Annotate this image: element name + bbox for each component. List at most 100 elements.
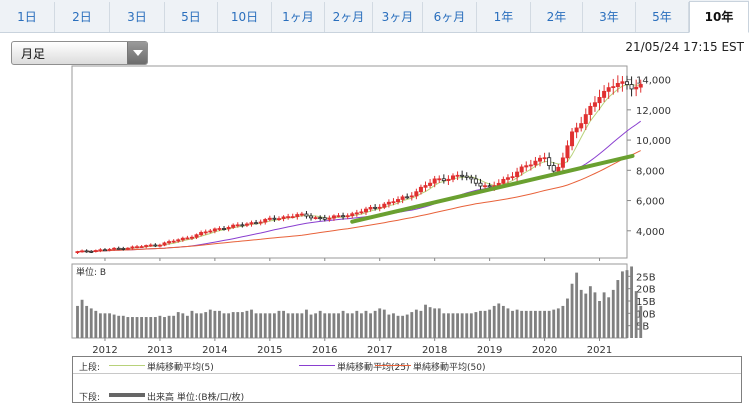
volume-bar <box>172 315 176 338</box>
candle-body <box>189 236 194 239</box>
candle-body <box>560 157 565 168</box>
tab-5[interactable]: 10日 <box>218 2 272 32</box>
candle-body <box>139 246 144 248</box>
chart-area: 4,000 6,000 8,000 10,000 12,000 14,000 5B 10B 15… <box>0 62 749 407</box>
volume-bar <box>428 307 432 338</box>
candle-body <box>286 216 291 219</box>
volume-bar <box>561 305 565 338</box>
candle-body <box>547 157 552 166</box>
volume-bar <box>588 286 592 338</box>
candle-body <box>597 97 602 104</box>
volume-bar <box>524 310 528 338</box>
candle-body <box>464 175 469 178</box>
legend-lower-row: 下段: 出来高 単位:(B株/口/枚) <box>73 388 741 404</box>
candle-body <box>405 196 410 199</box>
candle-body <box>327 217 332 220</box>
volume-bar <box>236 312 240 338</box>
volume-bar <box>566 298 569 338</box>
volume-bar <box>140 317 144 338</box>
volume-bar <box>121 315 125 338</box>
candle-body <box>473 178 478 184</box>
candle-body <box>377 206 382 209</box>
tab-9[interactable]: 6ヶ月 <box>423 2 477 32</box>
candle-body <box>391 201 396 204</box>
tab-10[interactable]: 1年 <box>477 2 531 32</box>
candle-body <box>231 224 236 228</box>
volume-bar <box>414 309 418 338</box>
volume-bar <box>250 309 253 338</box>
candle-body <box>515 171 520 178</box>
volume-bar <box>593 292 597 338</box>
volume-bar <box>112 314 116 338</box>
volume-bar <box>625 270 629 338</box>
volume-bar <box>616 280 620 338</box>
x-tick-label: 2018 <box>422 345 447 356</box>
dropdown-button[interactable] <box>127 42 147 64</box>
volume-bar <box>286 313 290 338</box>
candle-body <box>341 215 346 218</box>
tab-4[interactable]: 5日 <box>165 2 218 32</box>
candle-body <box>446 178 451 181</box>
volume-bar <box>492 305 496 338</box>
volume-bar <box>359 313 363 338</box>
volume-bar <box>176 312 180 338</box>
volume-bar <box>387 314 391 338</box>
candle-body <box>304 213 309 217</box>
candle-body <box>130 246 135 249</box>
volume-bar <box>369 313 372 338</box>
candle-body <box>524 165 529 168</box>
volume-bar <box>552 309 556 338</box>
tab-13[interactable]: 5年 <box>636 2 689 32</box>
candle-body <box>235 224 240 227</box>
volume-bar <box>149 317 153 338</box>
candle-body <box>624 81 630 85</box>
volume-bar <box>611 289 615 338</box>
volume-bar <box>456 313 459 338</box>
legend-ma50: 単純移動平均(50) <box>413 363 486 373</box>
tab-2[interactable]: 2日 <box>55 2 110 32</box>
tab-7[interactable]: 2ヶ月 <box>325 2 373 32</box>
candle-body <box>510 176 515 179</box>
candle-body <box>121 248 126 250</box>
volume-tick-label: 5B <box>636 322 649 333</box>
volume-bar <box>218 310 221 338</box>
candle-body <box>185 237 190 240</box>
candle-body <box>249 222 254 225</box>
candle-body <box>629 84 634 90</box>
candle-body <box>542 157 547 160</box>
x-tick-label: 2013 <box>147 345 172 356</box>
tab-1[interactable]: 1日 <box>0 2 55 32</box>
volume-bar <box>153 317 157 338</box>
volume-bar <box>364 310 368 338</box>
volume-bar <box>222 313 226 338</box>
tab-14[interactable]: 10年 <box>689 1 749 33</box>
candle-body <box>615 82 620 88</box>
candle-period-select[interactable]: 月足 <box>11 41 148 65</box>
candle-body <box>276 218 281 221</box>
candle-body <box>80 250 85 253</box>
candle-body <box>528 164 533 167</box>
volume-bar <box>305 309 308 338</box>
candle-body <box>258 221 263 224</box>
candle-body <box>194 234 199 238</box>
tab-8[interactable]: 3ヶ月 <box>373 2 423 32</box>
candle-body <box>199 232 204 236</box>
candle-body <box>226 227 231 230</box>
candle-body <box>441 178 446 181</box>
candle-body <box>386 201 391 205</box>
candle-body <box>638 84 643 88</box>
tab-3[interactable]: 3日 <box>110 2 165 32</box>
volume-bar <box>520 310 524 338</box>
volume-bar <box>76 305 79 338</box>
chevron-down-icon <box>133 50 143 56</box>
tab-12[interactable]: 3年 <box>583 2 636 32</box>
candle-body <box>565 145 570 159</box>
tab-11[interactable]: 2年 <box>531 2 583 32</box>
candle-body <box>606 87 611 92</box>
tab-6[interactable]: 1ヶ月 <box>272 2 325 32</box>
price-tick-label: 10,000 <box>636 136 671 147</box>
candle-body <box>574 127 579 133</box>
volume-bar <box>163 317 166 338</box>
volume-bar <box>108 313 111 338</box>
candle-body <box>478 182 483 187</box>
